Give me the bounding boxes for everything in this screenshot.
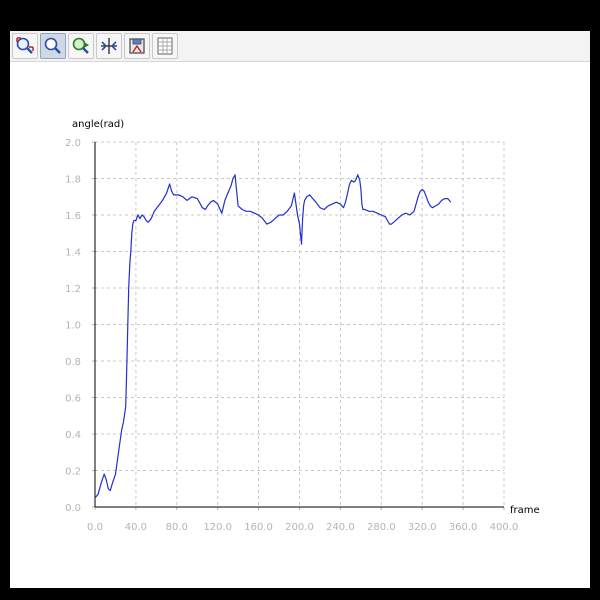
x-tick-label: 80.0 [166, 522, 188, 533]
y-tick-label: 2.0 [65, 138, 81, 149]
axes [92, 141, 505, 510]
tick-labels: 0.0 40.0 80.0 120.0 160.0 200.0 240.0 280.0 320.… [65, 138, 518, 533]
y-axis-label: angle(rad) [72, 119, 124, 130]
crosshair-button[interactable] [96, 33, 122, 59]
save-icon [129, 38, 145, 54]
x-tick-label: 160.0 [244, 522, 273, 533]
zoom-fit-button[interactable] [12, 33, 38, 59]
y-tick-label: 0.4 [65, 430, 81, 441]
x-tick-label: 120.0 [203, 522, 232, 533]
y-tick-label: 1.2 [65, 284, 81, 295]
zoom-button[interactable] [40, 33, 66, 59]
x-tick-label: 280.0 [367, 522, 396, 533]
y-tick-label: 0.2 [65, 467, 81, 478]
x-tick-label: 360.0 [449, 522, 478, 533]
y-tick-label: 0.6 [65, 394, 81, 405]
series-line [94, 174, 452, 499]
x-tick-label: 240.0 [326, 522, 355, 533]
y-tick-label: 0.8 [65, 357, 81, 368]
series-group [94, 174, 452, 499]
pan-button[interactable] [68, 33, 94, 59]
zoom-icon [44, 37, 61, 54]
grid-lines [95, 141, 505, 507]
grid-toggle-button[interactable] [152, 33, 178, 59]
pan-icon [72, 37, 89, 54]
x-tick-label: 0.0 [87, 522, 103, 533]
x-axis-label: frame [510, 505, 540, 516]
grid-icon [157, 37, 173, 55]
x-tick-label: 40.0 [125, 522, 147, 533]
x-tick-label: 200.0 [285, 522, 314, 533]
x-tick-label: 320.0 [408, 522, 437, 533]
save-button[interactable] [124, 33, 150, 59]
y-tick-label: 1.6 [65, 211, 81, 222]
crosshair-icon [101, 38, 117, 54]
y-tick-label: 1.8 [65, 175, 81, 186]
zoom-fit-icon [16, 37, 34, 54]
toolbar [10, 31, 590, 62]
x-tick-label: 400.0 [490, 522, 519, 533]
y-tick-label: 0.0 [65, 503, 81, 514]
line-chart[interactable]: 0.0 40.0 80.0 120.0 160.0 200.0 240.0 280.0 320.… [10, 31, 590, 588]
plot-window: 0.0 40.0 80.0 120.0 160.0 200.0 240.0 280.0 320.… [10, 31, 590, 588]
y-tick-label: 1.0 [65, 321, 81, 332]
y-tick-label: 1.4 [65, 248, 81, 259]
